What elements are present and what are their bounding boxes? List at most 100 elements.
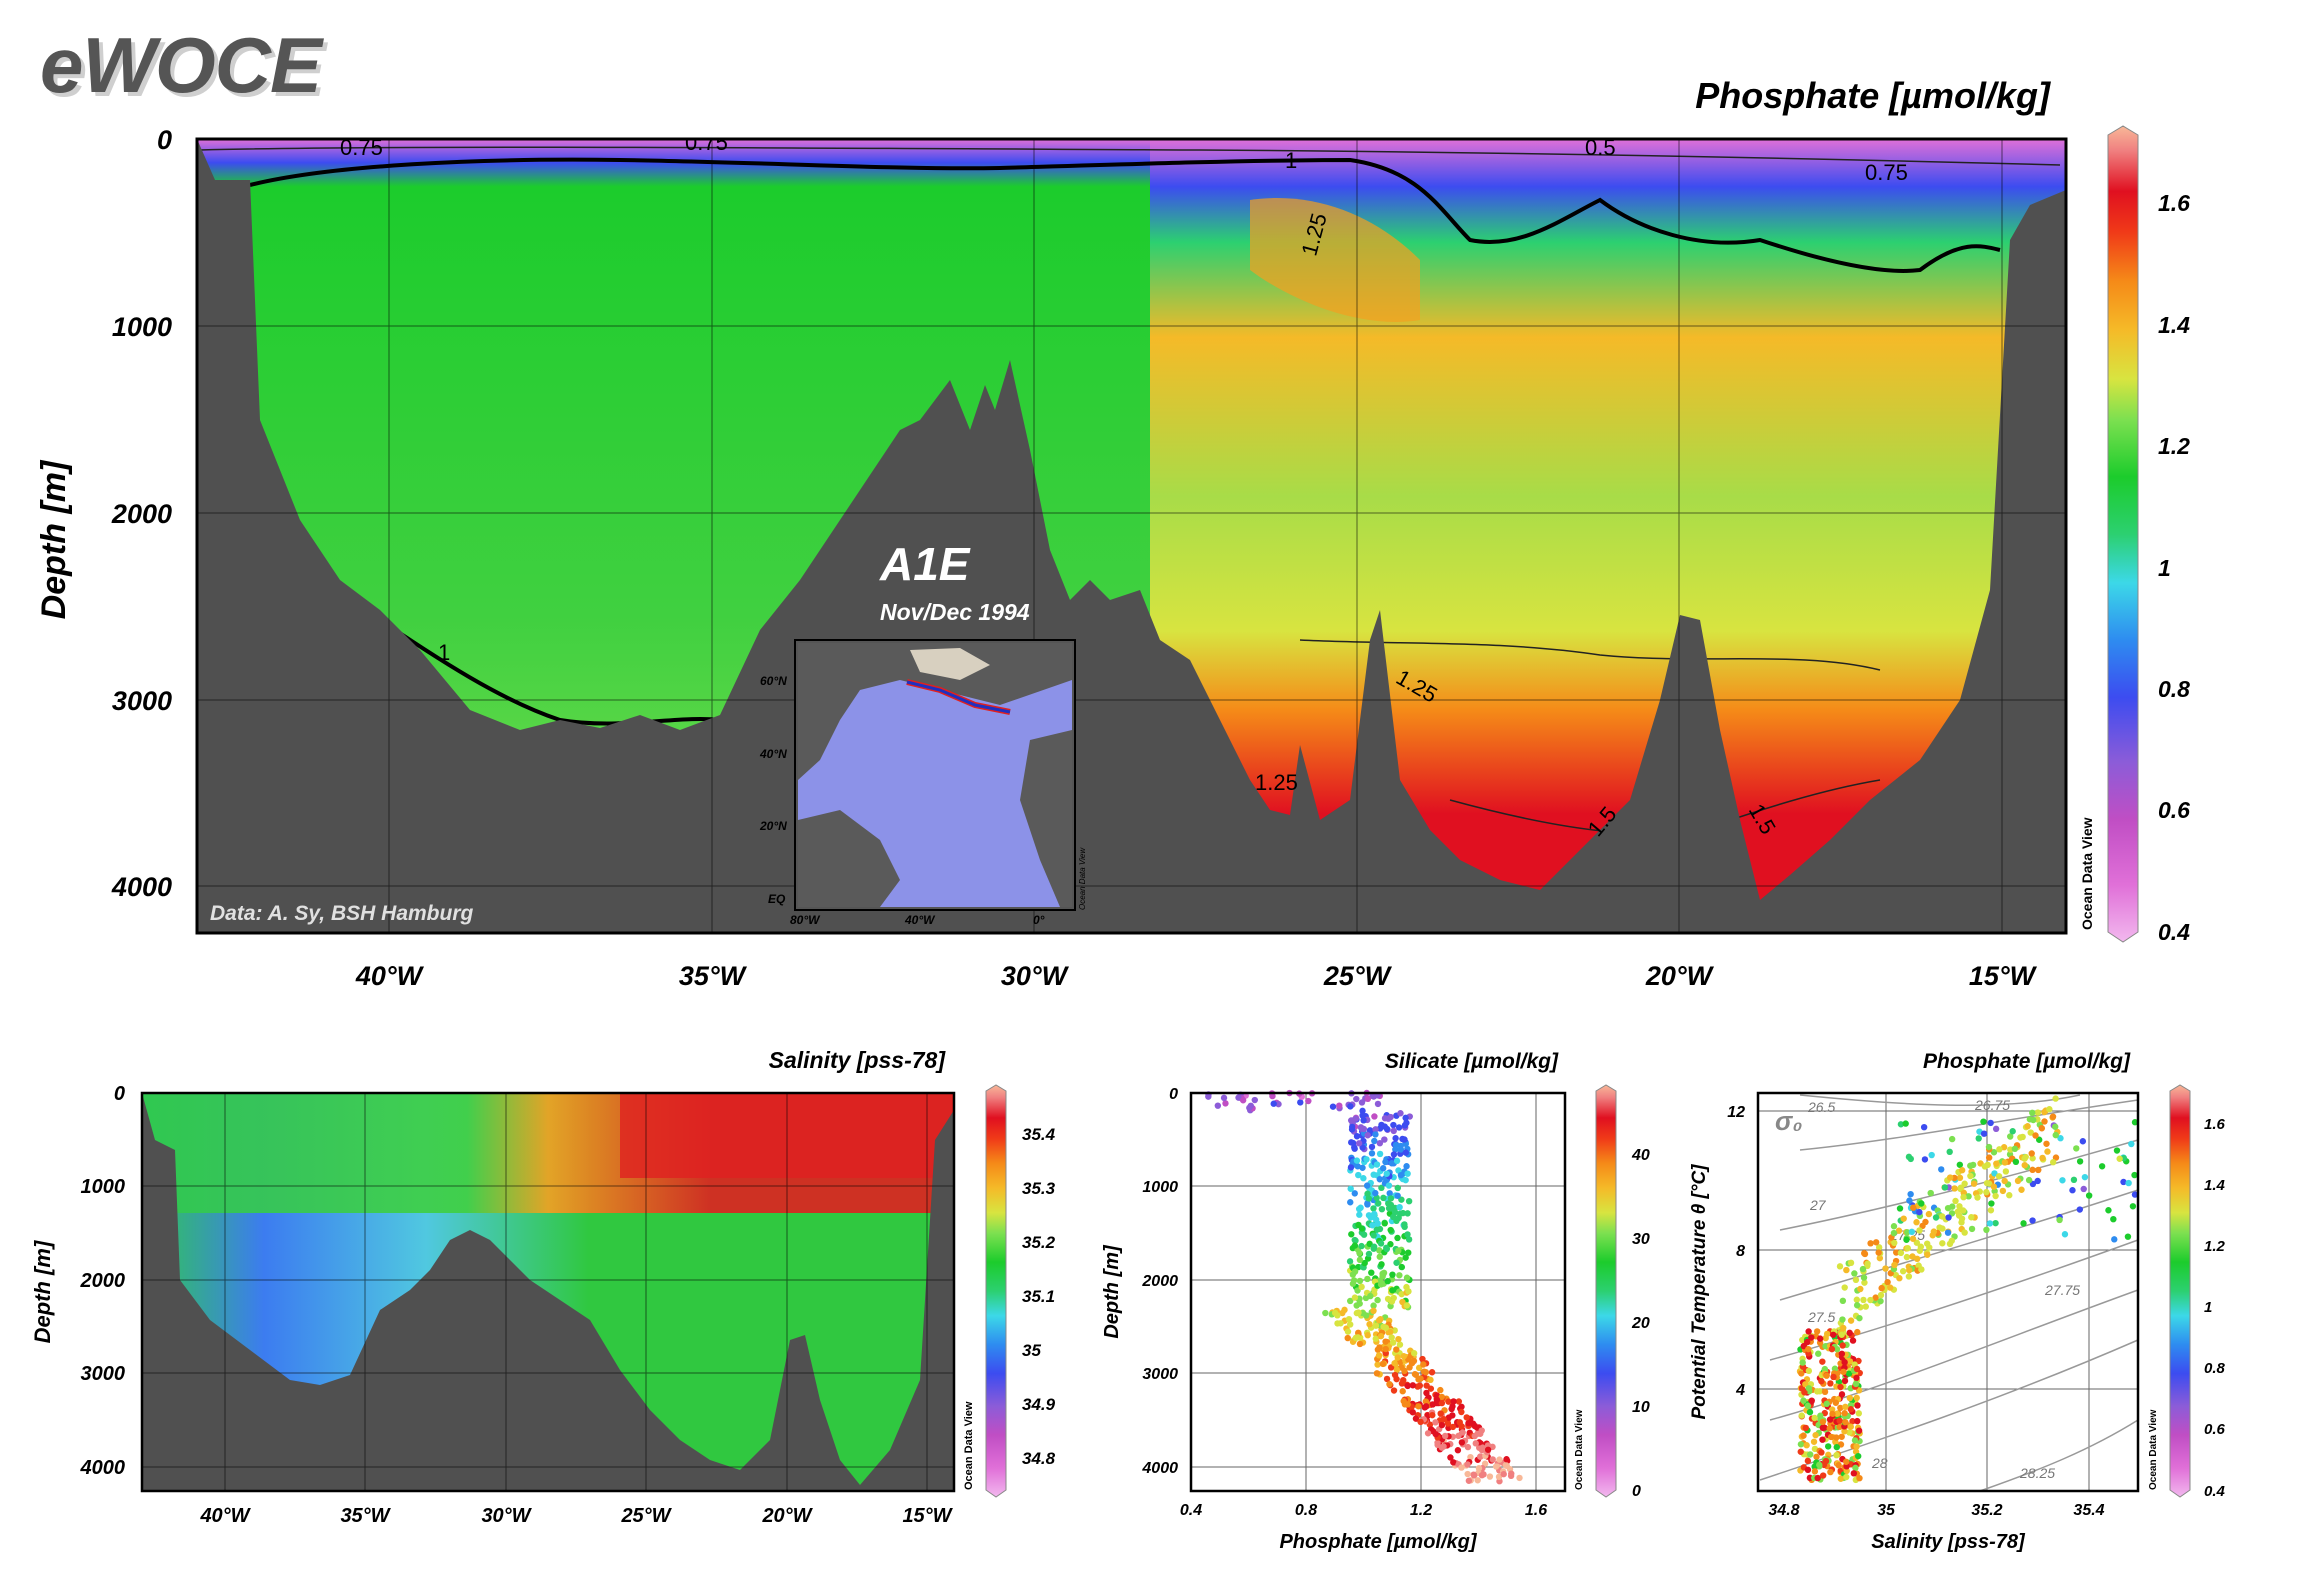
scatter-point [1516,1474,1523,1482]
scatter-point [1372,1126,1379,1133]
scatter-point [1386,1380,1393,1388]
map-lat-label: 20°N [759,819,787,833]
x-tick: 30°W [1001,961,1070,991]
y-tick: 2000 [111,499,172,529]
scatter-point [1356,1340,1364,1348]
scatter-point [1492,1463,1500,1470]
scatter-point [1390,1151,1398,1158]
x-tick: 34.8 [1768,1502,1799,1519]
scatter-point [1803,1442,1810,1449]
ts-x-label: Salinity [pss-78] [1871,1531,2026,1553]
scatter-point [1358,1099,1366,1106]
scatter-point [2028,1150,2035,1157]
scatter-point [1382,1345,1389,1353]
scatter-point [1479,1444,1486,1451]
silicate-scatter-plot [1189,1089,1567,1493]
scatter-point [1990,1149,1998,1156]
scatter-point [1394,1184,1401,1192]
scatter-point [1433,1396,1441,1403]
scatter-point [1878,1284,1885,1292]
scatter-point [2007,1133,2014,1140]
scatter-point [2128,1140,2135,1148]
scatter-point [1860,1296,1867,1304]
scatter-point [1867,1240,1874,1247]
scatter-point [1346,1297,1354,1305]
scatter-point [1875,1244,1883,1251]
scatter-point [1381,1220,1388,1227]
scatter-point [1916,1247,1923,1254]
scatter-point [2080,1185,2087,1193]
scatter-point [2081,1173,2089,1181]
scatter-point [1275,1100,1282,1108]
silicate-colorbar: 0 10 20 30 40 Ocean Data View [1574,1084,1650,1500]
isopycnal-label: 26.5 [1807,1099,1835,1115]
scatter-point [1344,1334,1351,1342]
scatter-point [1385,1182,1393,1189]
scatter-point [2113,1147,2121,1154]
scatter-point [1829,1410,1836,1418]
scatter-point [2052,1131,2059,1139]
scatter-point [1832,1399,1840,1406]
scatter-point [1376,1344,1383,1351]
scatter-point [2049,1113,2057,1120]
silicate-y-label: Depth [m] [1101,1244,1123,1339]
scatter-point [1371,1113,1378,1120]
scatter-point [1372,1189,1379,1197]
scatter-point [1850,1470,1858,1477]
scatter-point [1402,1254,1409,1261]
salinity-title: Salinity [pss-78] [769,1047,947,1073]
scatter-point [1339,1309,1346,1317]
scatter-point [1981,1163,1989,1170]
scatter-point [1356,1277,1364,1285]
scatter-point [2129,1203,2137,1210]
scatter-point [1985,1143,1993,1151]
scatter-point [1445,1398,1452,1405]
scatter-point [1903,1236,1910,1243]
scatter-point [1837,1404,1844,1412]
scatter-point [1387,1113,1394,1121]
scatter-point [1840,1368,1847,1376]
scatter-point [2059,1177,2066,1184]
scatter-point [1395,1124,1403,1131]
scatter-point [1999,1187,2007,1195]
scatter-point [1960,1193,1967,1201]
colorbar-tick: 35.4 [1022,1125,1056,1144]
isopycnal-label: 27.75 [2044,1282,2080,1298]
scatter-point [1449,1423,1457,1431]
scatter-point [1958,1167,1966,1174]
scatter-point [1358,1242,1365,1250]
scatter-point [1471,1422,1478,1430]
scatter-point [1382,1338,1389,1345]
scatter-point [1835,1462,1842,1469]
scatter-point [1359,1112,1366,1119]
scatter-point [1305,1097,1312,1105]
scatter-point [1810,1438,1818,1445]
scatter-point [1428,1369,1436,1376]
scatter-point [1353,1095,1360,1103]
scatter-point [1336,1102,1343,1109]
x-tick: 1.2 [1410,1502,1432,1519]
scatter-point [1367,1292,1374,1300]
scatter-point [1394,1354,1401,1361]
scatter-point [1882,1265,1889,1272]
scatter-point [1965,1193,1972,1200]
scatter-point [1357,1204,1364,1211]
scatter-point [1382,1158,1389,1166]
scatter-point [1961,1229,1968,1236]
scatter-point [1839,1316,1846,1323]
section-label: A1E [879,538,971,590]
scatter-point [1808,1397,1815,1404]
scatter-point [1797,1448,1804,1455]
scatter-point [2110,1215,2117,1223]
scatter-point [1353,1302,1360,1309]
scatter-point [1854,1452,1862,1460]
scatter-point [1356,1256,1364,1264]
scatter-point [1833,1410,1841,1417]
map-lon-label: 0° [1033,913,1045,927]
scatter-point [1804,1466,1812,1474]
scatter-point [1361,1259,1368,1267]
scatter-point [1500,1470,1507,1478]
scatter-point [1392,1141,1400,1149]
y-tick: 4000 [1141,1460,1178,1477]
ts-scatter-plot: σ₀ 26.5 26.75 27 27.25 27.5 27.75 28 28.… [1756,1091,2140,1493]
